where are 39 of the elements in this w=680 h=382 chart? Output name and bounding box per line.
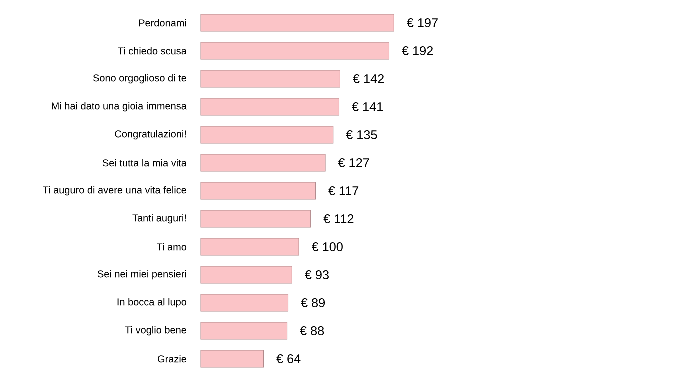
data-label: € 197 bbox=[406, 18, 438, 28]
bar bbox=[200, 42, 390, 60]
y-tick-label: Ti voglio bene bbox=[125, 326, 187, 336]
data-label: € 135 bbox=[346, 130, 378, 140]
bar bbox=[200, 350, 264, 368]
bar bbox=[200, 182, 316, 200]
data-label: € 142 bbox=[353, 74, 384, 84]
data-label: € 141 bbox=[352, 102, 384, 112]
bar bbox=[200, 294, 289, 312]
y-tick-label: Grazie bbox=[158, 355, 187, 363]
data-label: € 192 bbox=[402, 46, 434, 56]
bar bbox=[200, 154, 326, 172]
data-label: € 88 bbox=[300, 326, 324, 336]
y-tick-label: Mi hai dato una gioia immensa bbox=[52, 102, 187, 112]
y-tick-label: Congratulazioni! bbox=[115, 130, 186, 140]
data-label: € 127 bbox=[338, 158, 370, 168]
bar bbox=[200, 238, 300, 256]
data-label: € 100 bbox=[312, 242, 343, 252]
bar bbox=[200, 98, 340, 116]
bar bbox=[200, 14, 394, 32]
data-label: € 93 bbox=[305, 270, 329, 280]
y-tick-label: Ti amo bbox=[157, 243, 187, 251]
y-tick-label: Sono orgoglioso di te bbox=[93, 74, 186, 84]
bar bbox=[200, 322, 288, 340]
y-tick-label: Ti auguro di avere una vita felice bbox=[43, 186, 186, 196]
y-tick-label: Perdonami bbox=[139, 19, 186, 27]
bar bbox=[200, 126, 334, 144]
data-label: € 117 bbox=[328, 186, 359, 196]
y-tick-label: Ti chiedo scusa bbox=[118, 47, 187, 55]
data-label: € 112 bbox=[324, 214, 354, 224]
y-tick-label: Sei nei miei pensieri bbox=[98, 270, 186, 280]
data-label: € 64 bbox=[276, 354, 301, 364]
y-tick-label: In bocca al lupo bbox=[118, 298, 187, 308]
data-label: € 89 bbox=[301, 298, 326, 308]
bar bbox=[200, 70, 340, 88]
y-tick-label: Sei tutta la mia vita bbox=[102, 159, 187, 167]
y-tick-label: Tanti auguri! bbox=[132, 214, 186, 224]
bar bbox=[200, 210, 312, 228]
bar bbox=[200, 266, 292, 284]
